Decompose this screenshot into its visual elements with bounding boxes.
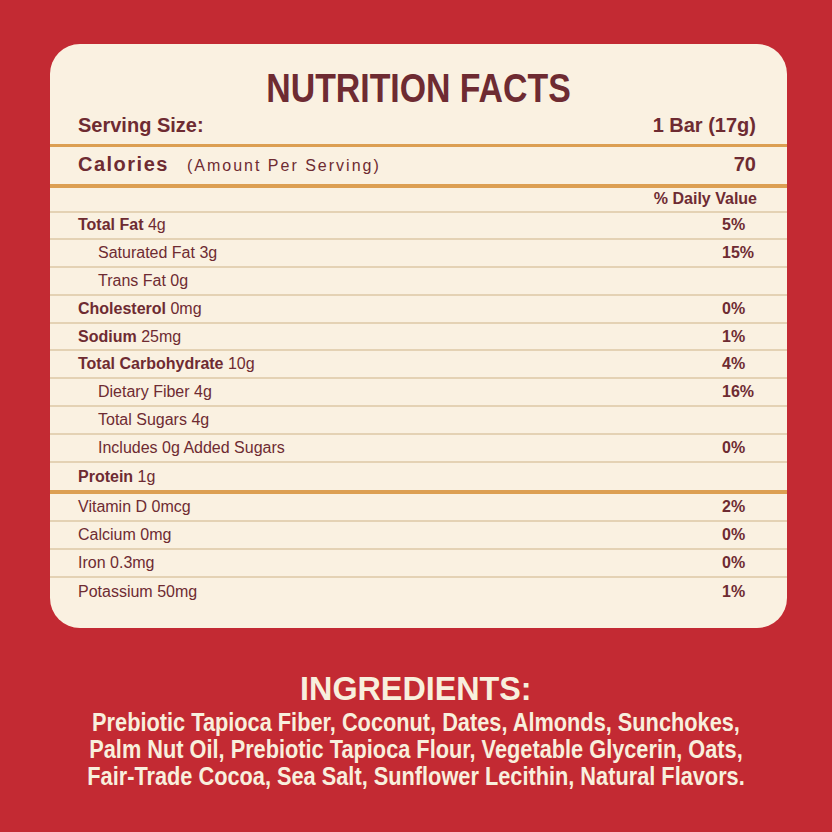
serving-size-value: 1 Bar (17g) <box>653 114 756 137</box>
daily-value: 16% <box>722 383 754 401</box>
serving-size-label: Serving Size: <box>78 114 204 137</box>
nutrition-facts-panel: NUTRITION FACTS Serving Size: 1 Bar (17g… <box>50 44 787 628</box>
daily-value: 0% <box>722 300 745 318</box>
ingredients-title: INGREDIENTS: <box>300 670 532 706</box>
nutrient-row-total-fat: Total Fat 4g 5% <box>50 213 787 241</box>
calories-value: 70 <box>734 153 756 176</box>
calories-note: (Amount Per Serving) <box>187 157 381 175</box>
nutrient-row-trans-fat: Trans Fat 0g <box>50 268 787 296</box>
nutrient-row-total-carbohydrate: Total Carbohydrate 10g 4% <box>50 351 787 379</box>
nutrient-row-dietary-fiber: Dietary Fiber 4g 16% <box>50 379 787 407</box>
daily-value: 2% <box>722 498 745 516</box>
nutrient-row-calcium: Calcium 0mg 0% <box>50 522 787 550</box>
nutrient-row-protein: Protein 1g <box>50 463 787 491</box>
ingredients-section: INGREDIENTS: Prebiotic Tapioca Fiber, Co… <box>0 670 832 790</box>
daily-value: 1% <box>722 583 745 601</box>
ingredients-list: Prebiotic Tapioca Fiber, Coconut, Dates,… <box>54 709 778 790</box>
daily-value: 0% <box>722 554 745 572</box>
nutrient-row-saturated-fat: Saturated Fat 3g 15% <box>50 240 787 268</box>
daily-value: 15% <box>722 244 754 262</box>
nutrient-row-sodium: Sodium 25mg 1% <box>50 324 787 352</box>
nutrient-row-total-sugars: Total Sugars 4g <box>50 407 787 435</box>
nutrient-row-cholesterol: Cholesterol 0mg 0% <box>50 296 787 324</box>
serving-size-row: Serving Size: 1 Bar (17g) <box>50 106 787 144</box>
calories-row: Calories (Amount Per Serving) 70 <box>50 147 787 184</box>
nutrient-row-potassium: Potassium 50mg 1% <box>50 578 787 606</box>
nutrition-facts-title: NUTRITION FACTS <box>266 69 570 107</box>
daily-value: 0% <box>722 526 745 544</box>
calories-label: Calories <box>78 153 169 176</box>
daily-value-header: % Daily Value <box>50 188 787 213</box>
nutrient-row-vitamin-d: Vitamin D 0mcg 2% <box>50 494 787 522</box>
daily-value: 1% <box>722 328 745 346</box>
panel-header: NUTRITION FACTS <box>50 44 787 106</box>
daily-value: 5% <box>722 216 745 234</box>
nutrient-row-iron: Iron 0.3mg 0% <box>50 550 787 578</box>
ingredients-line: Palm Nut Oil, Prebiotic Tapioca Flour, V… <box>54 736 778 763</box>
ingredients-line: Fair-Trade Cocoa, Sea Salt, Sunflower Le… <box>54 763 778 790</box>
nutrient-row-added-sugars: Includes 0g Added Sugars 0% <box>50 435 787 463</box>
ingredients-line: Prebiotic Tapioca Fiber, Coconut, Dates,… <box>54 709 778 736</box>
daily-value: 0% <box>722 439 745 457</box>
daily-value: 4% <box>722 355 745 373</box>
